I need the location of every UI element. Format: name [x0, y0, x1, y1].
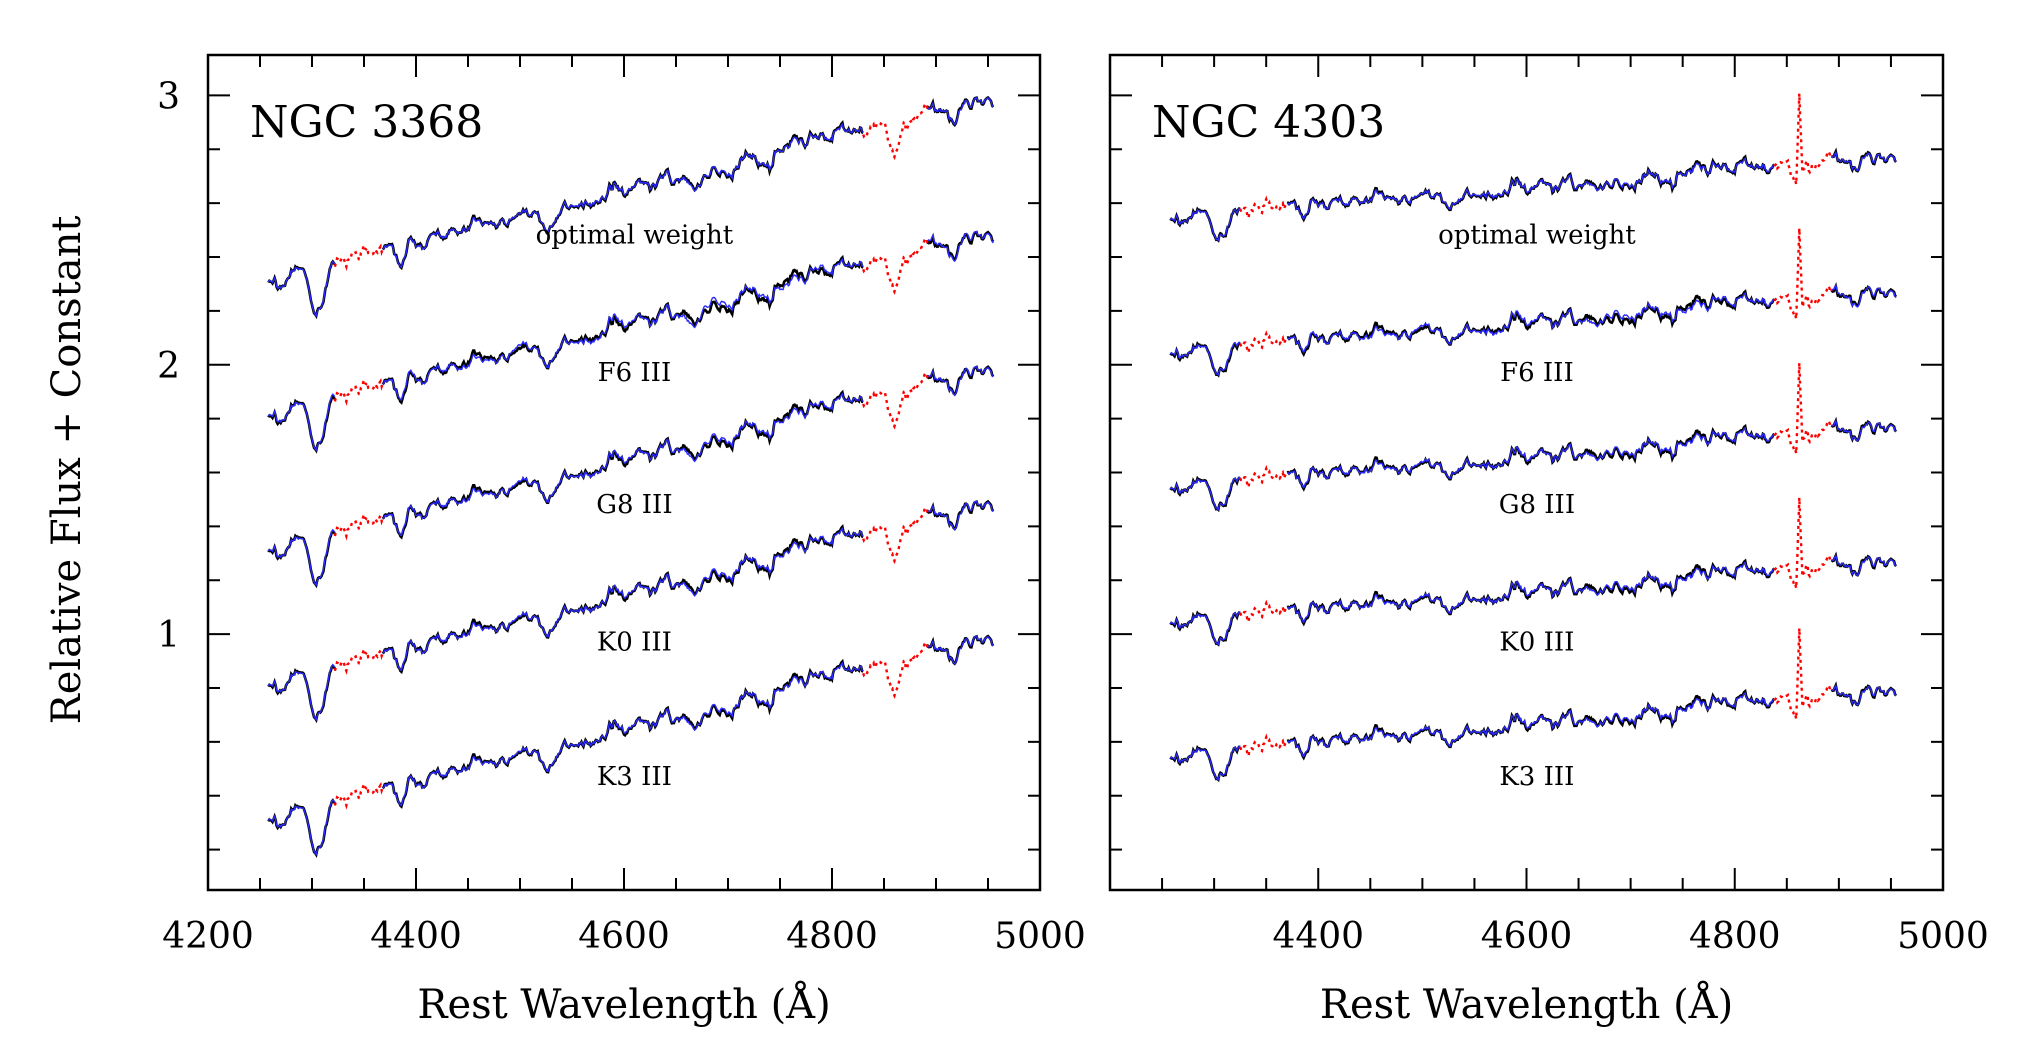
masked-region-line: [1773, 362, 1833, 454]
series-label: K0 III: [1499, 627, 1574, 657]
x-tick-label: 5000: [994, 916, 1086, 957]
model-spectrum-line: [1286, 292, 1775, 354]
observed-spectrum-line: [381, 254, 864, 405]
spectrum-f6-iii: F6 III: [267, 230, 995, 454]
x-tick-label: 4800: [786, 916, 878, 957]
series-label: K3 III: [597, 762, 672, 792]
model-spectrum-line: [382, 392, 864, 537]
model-spectrum-line: [267, 798, 336, 857]
panel-title: NGC 4303: [1152, 97, 1385, 148]
model-spectrum-line: [1286, 691, 1775, 758]
masked-region-line: [1239, 195, 1289, 223]
masked-region-line: [862, 100, 929, 161]
masked-region-line: [862, 235, 929, 295]
model-spectrum-line: [927, 365, 994, 396]
series-label: G8 III: [596, 490, 672, 520]
spectrum-k0-iii: K0 III: [1169, 497, 1898, 657]
masked-region-line: [333, 375, 384, 406]
x-tick-label: 5000: [1897, 916, 1989, 957]
series-label: K3 III: [1499, 762, 1574, 792]
masked-region-line: [1773, 228, 1833, 320]
masked-region-line: [862, 504, 929, 565]
model-spectrum-line: [1169, 341, 1241, 377]
spectrum-k3-iii: K3 III: [267, 634, 995, 858]
masked-region-line: [862, 639, 929, 699]
x-axis-label: Rest Wavelength (Å): [417, 981, 830, 1028]
spectrum-f6-iii: F6 III: [1169, 228, 1898, 388]
x-tick-label: 4400: [1272, 916, 1364, 957]
masked-region-line: [1773, 628, 1833, 720]
spectrum-k0-iii: K0 III: [267, 499, 995, 724]
series-label: K0 III: [597, 627, 672, 657]
model-spectrum-line: [927, 500, 994, 531]
observed-spectrum-line: [1169, 475, 1241, 513]
x-tick-label: 4800: [1689, 916, 1781, 957]
observed-spectrum-line: [1169, 341, 1241, 378]
model-spectrum-line: [1831, 683, 1897, 706]
masked-region-line: [333, 779, 384, 810]
model-spectrum-line: [382, 661, 864, 807]
y-tick-label: 2: [157, 346, 180, 387]
spectrum-k3-iii: K3 III: [1169, 628, 1898, 792]
spectrum-g8-iii: G8 III: [267, 365, 995, 589]
model-spectrum-line: [1831, 150, 1897, 172]
model-spectrum-line: [927, 96, 994, 126]
observed-spectrum-line: [1169, 745, 1241, 783]
model-spectrum-line: [1169, 611, 1241, 646]
y-tick-label: 1: [157, 615, 180, 656]
model-spectrum-line: [267, 260, 336, 318]
spectrum-optimal-weight: optimal weight: [1169, 93, 1898, 251]
y-tick-label: 3: [157, 76, 180, 117]
masked-region-line: [1239, 464, 1289, 492]
y-axis-label: Relative Flux + Constant: [44, 216, 90, 725]
x-tick-label: 4600: [1481, 916, 1573, 957]
panel-ngc-3368: NGC 3368 Rest Wavelength (Å) 4200 4400 460…: [157, 53, 1086, 1028]
masked-region-line: [1773, 93, 1833, 185]
observed-spectrum-line: [926, 230, 995, 262]
spectrum-optimal-weight: optimal weight: [267, 95, 995, 320]
observed-spectrum-line: [1286, 289, 1776, 358]
series-label: G8 III: [1499, 490, 1575, 520]
x-tick-label: 4400: [370, 916, 462, 957]
model-spectrum-line: [1286, 157, 1775, 221]
model-spectrum-line: [382, 527, 864, 672]
model-spectrum-line: [1831, 419, 1897, 442]
model-spectrum-line: [1169, 208, 1241, 242]
spectrum-g8-iii: G8 III: [1169, 362, 1898, 520]
masked-region-line: [333, 241, 384, 272]
x-tick-label: 4600: [578, 916, 670, 957]
model-spectrum-line: [1831, 553, 1897, 577]
masked-region-line: [1239, 733, 1289, 761]
masked-region-line: [1239, 330, 1289, 357]
model-spectrum-line: [927, 635, 994, 665]
series-label: optimal weight: [1438, 221, 1636, 251]
model-spectrum-line: [1831, 283, 1897, 308]
masked-region-line: [333, 645, 384, 676]
masked-region-line: [1239, 599, 1289, 627]
model-spectrum-line: [267, 393, 336, 452]
x-tick-label: 4200: [162, 916, 254, 957]
model-spectrum-line: [927, 230, 994, 263]
masked-region-line: [333, 510, 384, 541]
model-spectrum-line: [1169, 745, 1241, 781]
model-spectrum-line: [382, 257, 864, 401]
panel-ngc-4303: NGC 4303 Rest Wavelength (Å) 4400 4600 480…: [1108, 53, 1989, 1028]
masked-region-line: [1773, 497, 1833, 589]
model-spectrum-line: [1286, 561, 1775, 624]
masked-region-line: [862, 370, 929, 430]
model-spectrum-line: [1286, 426, 1775, 489]
panel-title: NGC 3368: [250, 97, 483, 148]
model-spectrum-line: [382, 123, 864, 269]
series-label: F6 III: [598, 358, 672, 388]
series-label: optimal weight: [536, 221, 734, 251]
model-spectrum-line: [267, 528, 336, 587]
series-label: F6 III: [1500, 358, 1574, 388]
model-spectrum-line: [267, 663, 336, 722]
observed-spectrum-line: [1169, 610, 1241, 647]
x-axis-label: Rest Wavelength (Å): [1320, 981, 1733, 1028]
model-spectrum-line: [1169, 476, 1241, 511]
